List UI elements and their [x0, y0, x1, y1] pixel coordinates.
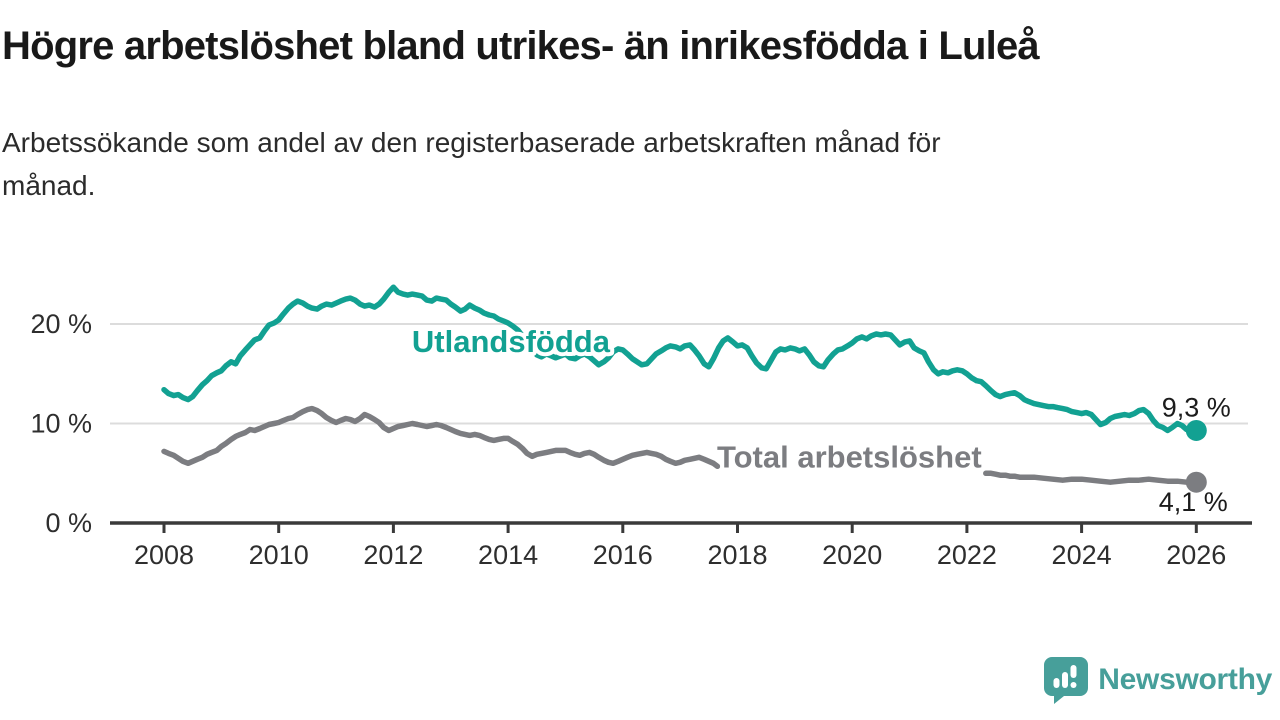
- y-axis-label: 0 %: [45, 508, 92, 538]
- y-axis-label: 20 %: [30, 309, 92, 339]
- series-end-dot-utlandsfodda: [1185, 419, 1207, 441]
- series-end-dot-total: [1185, 471, 1207, 493]
- series-name-total: Total arbetslöshet: [717, 439, 982, 474]
- series-line-total: [983, 470, 1200, 485]
- newsworthy-logo-text: Newsworthy: [1098, 663, 1272, 696]
- newsworthy-logo: Newsworthy: [1043, 656, 1272, 704]
- chart-subtitle: Arbetssökande som andel av den registerb…: [2, 127, 941, 201]
- series-name-utlandsfodda: Utlandsfödda: [412, 324, 611, 359]
- x-axis-label: 2022: [937, 540, 997, 570]
- x-axis-label: 2008: [134, 540, 194, 570]
- series-line-total: [161, 405, 721, 470]
- page-title: Högre arbetslöshet bland utrikes- än inr…: [2, 24, 1040, 68]
- series-end-label-total: 4,1 %: [1159, 487, 1228, 517]
- y-axis-label: 10 %: [30, 409, 92, 439]
- series-end-label-utlandsfodda: 9,3 %: [1162, 392, 1231, 422]
- x-axis-label: 2010: [249, 540, 309, 570]
- x-axis-label: 2016: [593, 540, 653, 570]
- x-axis-label: 2012: [363, 540, 423, 570]
- series-line-utlandsfodda: [161, 284, 1200, 435]
- x-axis-label: 2020: [822, 540, 882, 570]
- x-axis-label: 2024: [1052, 540, 1112, 570]
- x-axis-label: 2018: [707, 540, 767, 570]
- newsworthy-logo-icon: [1044, 657, 1089, 704]
- x-axis-label: 2014: [478, 540, 538, 570]
- x-axis-label: 2026: [1166, 540, 1226, 570]
